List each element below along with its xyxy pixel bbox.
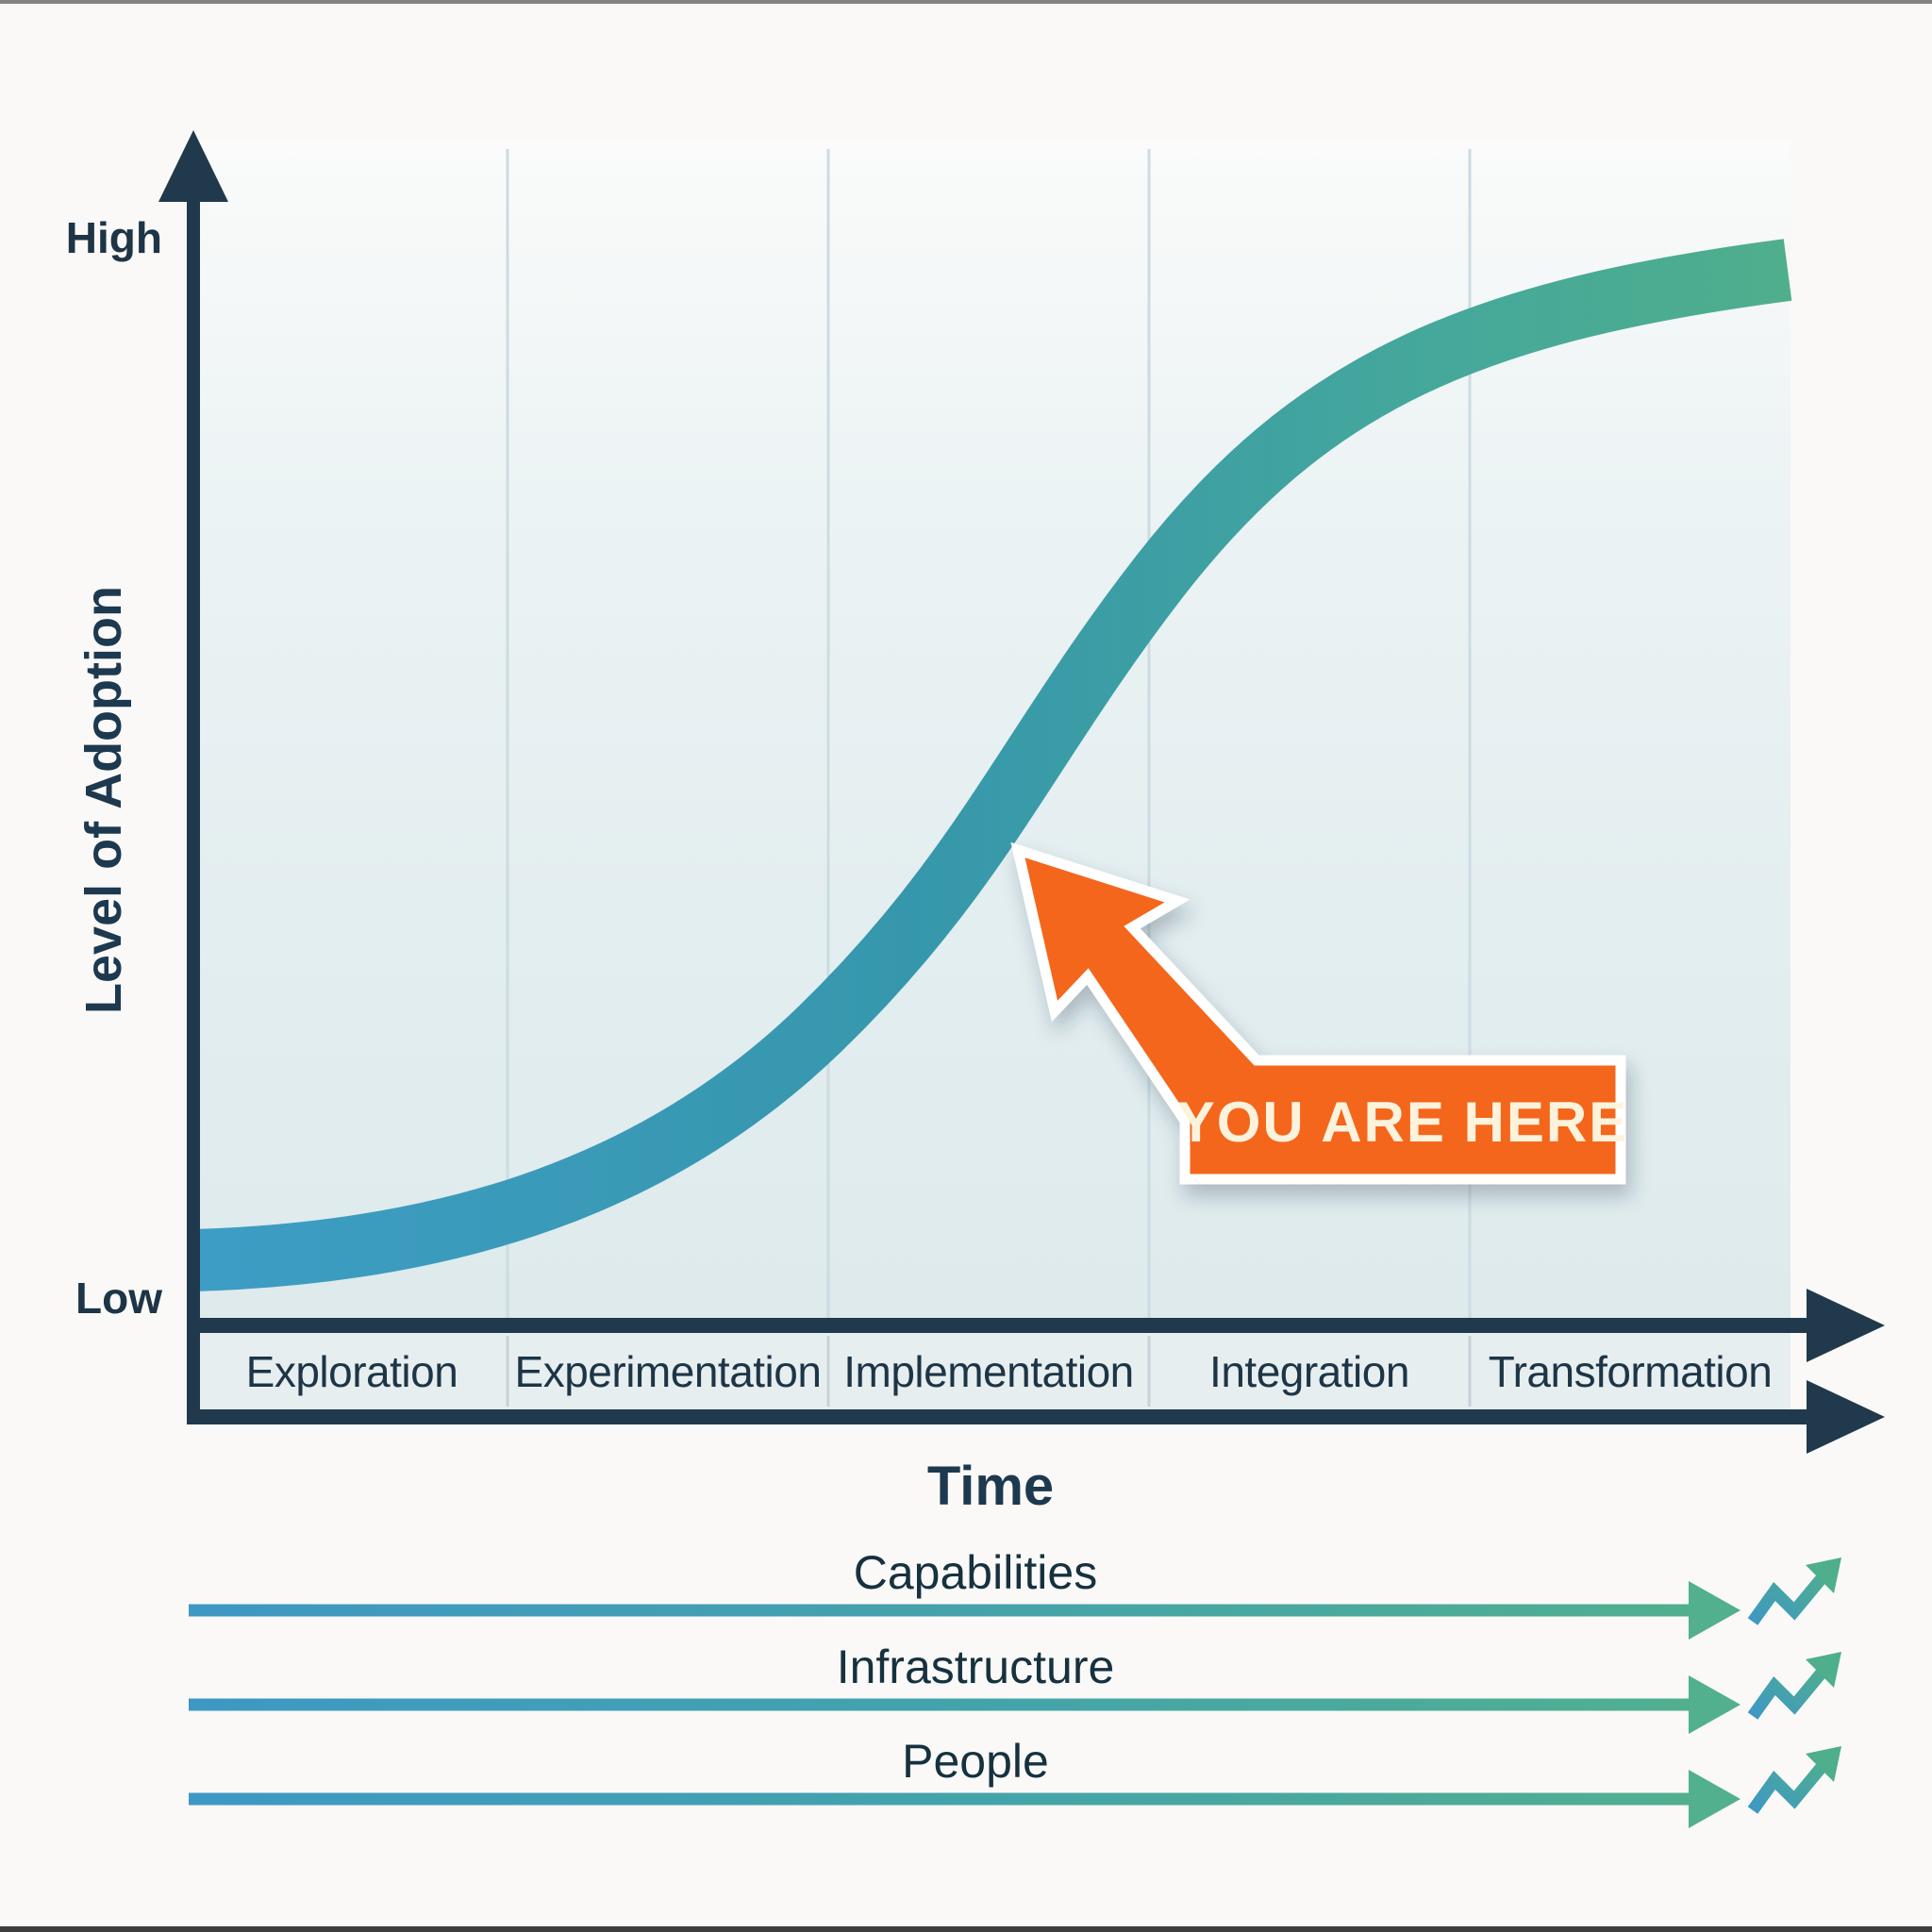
- trend-up-arrowhead-icon: [1806, 1746, 1841, 1782]
- top-edge-strip: [0, 0, 1932, 4]
- phase-label-experimentation: Experimentation: [515, 1347, 822, 1396]
- track-infrastructure-label: Infrastructure: [837, 1641, 1115, 1693]
- phase-label-exploration: Exploration: [246, 1347, 458, 1396]
- trend-up-icon: [1747, 1662, 1832, 1720]
- track-infrastructure: Infrastructure: [189, 1641, 1841, 1734]
- x-axis-title: Time: [927, 1456, 1054, 1517]
- x-axis-bottom-arrowhead-icon: [1807, 1380, 1885, 1454]
- phase-label-band: [200, 1333, 1790, 1409]
- phase-label-integration: Integration: [1209, 1347, 1409, 1396]
- trend-up-arrowhead-icon: [1806, 1652, 1841, 1688]
- track-people-label: People: [902, 1735, 1049, 1788]
- y-tick-low: Low: [75, 1274, 162, 1323]
- track-infrastructure-arrowhead-icon: [1689, 1675, 1740, 1734]
- y-axis-title: Level of Adoption: [75, 586, 132, 1014]
- trend-up-icon: [1747, 1757, 1832, 1814]
- you-are-here-callout: YOU ARE HERE: [1010, 841, 1629, 1185]
- phase-label-implementation: Implementation: [843, 1347, 1134, 1396]
- trend-up-arrowhead-icon: [1806, 1557, 1841, 1593]
- y-tick-high: High: [66, 213, 162, 262]
- phase-label-transformation: Transformation: [1489, 1347, 1773, 1396]
- callout-arrow-icon: [1010, 841, 1626, 1185]
- track-people: People: [189, 1735, 1841, 1828]
- adoption-s-curve: [192, 239, 1792, 1291]
- x-axis: [187, 1289, 1885, 1454]
- x-axis-top-arrowhead-icon: [1807, 1289, 1885, 1362]
- track-capabilities-label: Capabilities: [854, 1546, 1097, 1599]
- track-people-arrowhead-icon: [1689, 1770, 1740, 1828]
- bottom-edge-strip: [0, 1926, 1932, 1932]
- phase-labels: Exploration Experimentation Implementati…: [246, 1347, 1773, 1396]
- trend-up-icon: [1747, 1568, 1832, 1625]
- y-axis: [158, 130, 228, 1424]
- callout-label: YOU ARE HERE: [1177, 1091, 1629, 1154]
- track-capabilities: Capabilities: [189, 1546, 1841, 1640]
- track-capabilities-arrowhead-icon: [1689, 1581, 1740, 1640]
- y-axis-arrowhead-icon: [158, 130, 228, 202]
- phase-band-dividers: [506, 1336, 1472, 1407]
